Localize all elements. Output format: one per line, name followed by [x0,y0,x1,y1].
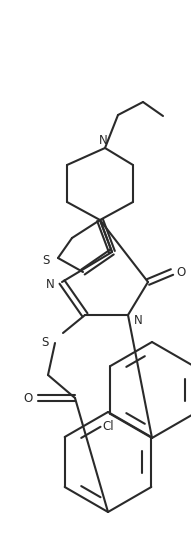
Text: Cl: Cl [102,420,114,433]
Text: O: O [23,392,33,405]
Text: S: S [42,254,50,267]
Text: O: O [176,265,186,279]
Text: S: S [41,336,49,350]
Text: N: N [99,134,107,147]
Text: N: N [46,278,54,291]
Text: N: N [134,314,142,327]
